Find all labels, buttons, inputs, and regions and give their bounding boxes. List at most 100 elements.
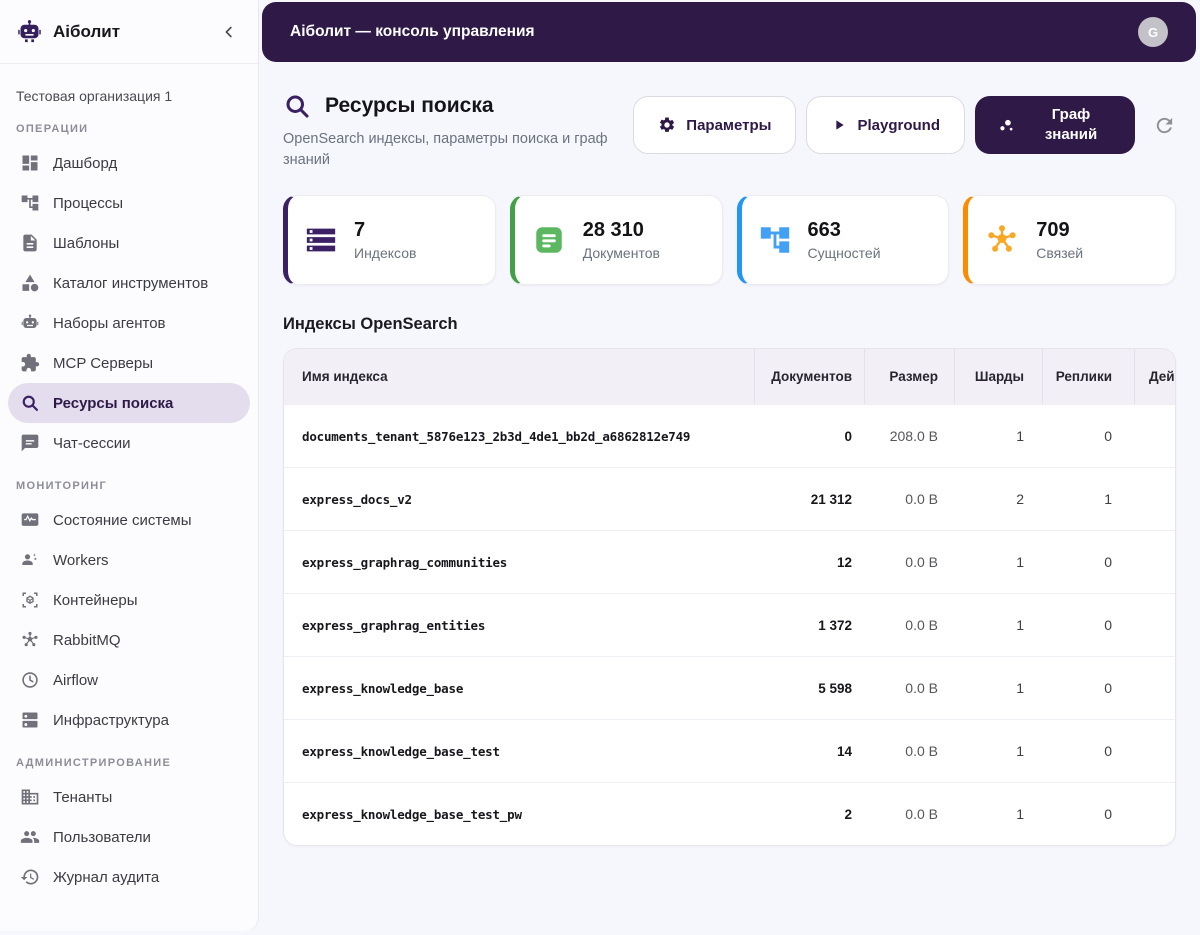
page-header: Ресурсы поиска OpenSearch индексы, парам… — [283, 92, 1176, 171]
index-size: 0.0 B — [905, 743, 938, 760]
sidebar-item-label: Airflow — [53, 671, 99, 689]
sidebar-item-templates[interactable]: Шаблоны — [8, 223, 250, 263]
table-header-row: Имя индекса Документов Размер Шарды Репл… — [284, 349, 1175, 405]
stat-label: Индексов — [354, 245, 417, 262]
monitor-heart-icon — [20, 510, 40, 530]
section-label-monitoring: МОНИТОРИНГ — [16, 480, 107, 492]
sidebar-item-label: Контейнеры — [53, 591, 138, 609]
document-lines-icon — [531, 222, 567, 258]
playground-button-label: Playground — [857, 116, 940, 134]
stat-label: Документов — [582, 245, 660, 262]
index-docs: 14 — [836, 743, 852, 759]
sidebar-item-audit-log[interactable]: Журнал аудита — [8, 857, 250, 897]
stat-label: Сущностей — [807, 245, 881, 262]
sidebar-item-processes[interactable]: Процессы — [8, 183, 250, 223]
sidebar-item-users[interactable]: Пользователи — [8, 817, 250, 857]
sidebar-item-chat-sessions[interactable]: Чат-сессии — [8, 423, 250, 463]
index-replicas: 0 — [1104, 680, 1112, 697]
index-size: 0.0 B — [905, 617, 938, 634]
index-docs: 12 — [836, 554, 852, 570]
sidebar-item-label: Наборы агентов — [53, 314, 166, 332]
index-name: express_graphrag_entities — [302, 617, 486, 633]
avatar[interactable]: G — [1138, 17, 1168, 47]
sidebar-item-airflow[interactable]: Airflow — [8, 660, 250, 700]
index-replicas: 0 — [1104, 617, 1112, 634]
column-header-docs: Документов — [754, 349, 864, 405]
stat-value: 7 — [354, 219, 366, 242]
sidebar-item-system-health[interactable]: Состояние системы — [8, 500, 250, 540]
column-header-name: Имя индекса — [302, 369, 388, 385]
sidebar-item-label: Чат-сессии — [53, 434, 131, 452]
robot-icon — [20, 313, 40, 333]
table-row: express_graphrag_communities 12 0.0 B 1 … — [284, 530, 1175, 593]
dashboard-icon — [20, 153, 40, 173]
index-shards: 1 — [1016, 428, 1024, 445]
template-document-icon — [20, 233, 40, 253]
stat-text: 28 310 Документов — [583, 219, 660, 261]
sidebar-header: Аіболит — [0, 0, 258, 64]
index-replicas: 0 — [1104, 554, 1112, 571]
index-name: express_graphrag_communities — [302, 554, 508, 570]
sidebar-item-rabbitmq[interactable]: RabbitMQ — [8, 620, 250, 660]
index-name: express_knowledge_base_test — [302, 743, 500, 759]
index-docs: 2 — [844, 806, 852, 822]
sidebar-item-tenants[interactable]: Тенанты — [8, 777, 250, 817]
sidebar-item-tools-catalog[interactable]: Каталог инструментов — [8, 263, 250, 303]
main-content: Ресурсы поиска OpenSearch индексы, парам… — [260, 62, 1200, 935]
sidebar-item-label: Инфраструктура — [53, 711, 169, 729]
chevron-left-icon — [220, 23, 238, 41]
sidebar-item-dashboard[interactable]: Дашборд — [8, 143, 250, 183]
playground-button[interactable]: Playground — [806, 96, 965, 154]
refresh-button[interactable] — [1153, 114, 1176, 137]
hub-icon — [984, 222, 1020, 258]
sidebar-item-label: Шаблоны — [53, 234, 120, 252]
hub-icon — [20, 630, 40, 650]
app-title: Аіболит — консоль управления — [290, 23, 535, 40]
page-subtitle: OpenSearch индексы, параметры поиска и г… — [283, 131, 608, 169]
table-row: documents_tenant_5876e123_2b3d_4de1_bb2d… — [284, 404, 1175, 467]
index-name: express_docs_v2 — [302, 491, 412, 507]
page-title: Ресурсы поиска — [325, 94, 494, 117]
search-icon — [20, 393, 40, 413]
index-replicas: 1 — [1104, 491, 1112, 508]
sidebar-item-workers[interactable]: Workers — [8, 540, 250, 580]
stats-row: 7 Индексов 28 310 Документов 663 Сущност… — [283, 195, 1176, 286]
stat-text: 7 Индексов — [354, 219, 416, 261]
sidebar-item-mcp-servers[interactable]: MCP Серверы — [8, 343, 250, 383]
index-name: documents_tenant_5876e123_2b3d_4de1_bb2d… — [302, 428, 691, 444]
sidebar-item-label: MCP Серверы — [53, 354, 154, 372]
search-icon — [283, 92, 311, 120]
robot-logo-icon — [16, 18, 43, 45]
sidebar: Аіболит Тестовая организация 1 ОПЕРАЦИИ … — [0, 0, 259, 931]
stat-value: 663 — [807, 219, 841, 242]
sidebar-item-label: Workers — [53, 551, 109, 569]
sidebar-collapse-button[interactable] — [218, 21, 240, 43]
indices-table: Имя индекса Документов Размер Шарды Репл… — [283, 348, 1176, 847]
sidebar-item-agent-sets[interactable]: Наборы агентов — [8, 303, 250, 343]
sidebar-item-search-resources[interactable]: Ресурсы поиска — [8, 383, 250, 423]
index-shards: 1 — [1016, 806, 1024, 823]
servers-icon — [20, 710, 40, 730]
gear-icon — [658, 116, 676, 134]
clock-icon — [20, 670, 40, 690]
shapes-category-icon — [20, 273, 40, 293]
sidebar-item-containers[interactable]: Контейнеры — [8, 580, 250, 620]
stat-text: 709 Связей — [1036, 219, 1083, 261]
sidebar-item-label: Журнал аудита — [53, 868, 160, 886]
index-replicas: 0 — [1104, 806, 1112, 823]
row-search-action-button[interactable] — [1173, 616, 1175, 634]
index-shards: 1 — [1016, 554, 1024, 571]
storage-icon — [304, 223, 338, 257]
stat-text: 663 Сущностей — [808, 219, 881, 261]
column-header-shards: Шарды — [954, 349, 1042, 405]
sidebar-item-infrastructure[interactable]: Инфраструктура — [8, 700, 250, 740]
stat-card-entities: 663 Сущностей — [736, 195, 950, 286]
index-shards: 1 — [1016, 680, 1024, 697]
stat-card-indices: 7 Индексов — [283, 195, 496, 286]
sidebar-item-label: Процессы — [53, 194, 124, 212]
parameters-button-label: Параметры — [686, 116, 772, 134]
play-icon — [831, 117, 847, 133]
knowledge-graph-button[interactable]: Граф знаний — [975, 96, 1135, 154]
column-header-size: Размер — [864, 349, 954, 405]
parameters-button[interactable]: Параметры — [633, 96, 797, 154]
